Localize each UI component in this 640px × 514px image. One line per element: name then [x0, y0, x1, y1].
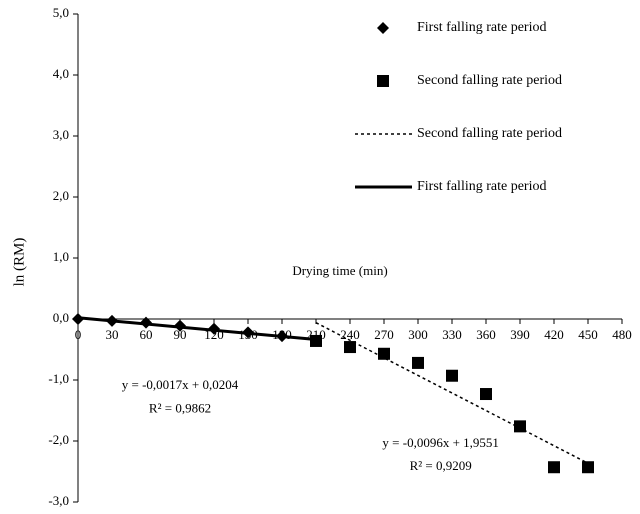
data-point — [582, 461, 594, 474]
y-tick-label: -2,0 — [48, 432, 69, 447]
annotation: y = -0,0017x + 0,0204 — [122, 377, 239, 392]
y-tick-label: 5,0 — [53, 5, 69, 20]
legend-symbol — [377, 22, 389, 34]
y-tick-label: 3,0 — [53, 127, 69, 142]
y-tick-label: -3,0 — [48, 493, 69, 508]
legend-label: Second falling rate period — [417, 73, 562, 88]
x-tick-label: 450 — [578, 327, 598, 342]
x-tick-label: 270 — [374, 327, 394, 342]
annotation: y = -0,0096x + 1,9551 — [382, 435, 499, 450]
annotation: R² = 0,9862 — [149, 400, 211, 415]
data-point — [412, 356, 424, 369]
x-tick-label: 390 — [510, 327, 530, 342]
legend-label: First falling rate period — [417, 20, 546, 35]
data-point — [378, 347, 390, 360]
y-axis-label: ln (RM) — [11, 238, 27, 287]
y-tick-label: 4,0 — [53, 66, 69, 81]
data-point — [480, 388, 492, 401]
data-point — [344, 341, 356, 354]
x-tick-label: 30 — [106, 327, 119, 342]
data-point — [514, 420, 526, 433]
x-tick-label: 330 — [442, 327, 462, 342]
x-tick-label: 90 — [174, 327, 187, 342]
y-tick-label: 1,0 — [53, 249, 69, 264]
x-tick-label: 60 — [140, 327, 153, 342]
x-tick-label: 0 — [75, 327, 82, 342]
legend-symbol — [377, 75, 389, 87]
x-tick-label: 420 — [544, 327, 564, 342]
y-tick-label: 2,0 — [53, 188, 69, 203]
y-tick-label: -1,0 — [48, 371, 69, 386]
legend-label: First falling rate period — [417, 179, 546, 194]
annotation: R² = 0,9209 — [410, 458, 472, 473]
x-tick-label: 480 — [612, 327, 632, 342]
x-axis-label: Drying time (min) — [292, 263, 387, 278]
data-point — [446, 369, 458, 382]
y-tick-label: 0,0 — [53, 310, 69, 325]
data-point — [310, 334, 322, 347]
legend-label: Second falling rate period — [417, 126, 562, 141]
trend-line — [77, 316, 317, 342]
data-point — [548, 461, 560, 474]
x-tick-label: 360 — [476, 327, 496, 342]
x-tick-label: 300 — [408, 327, 428, 342]
